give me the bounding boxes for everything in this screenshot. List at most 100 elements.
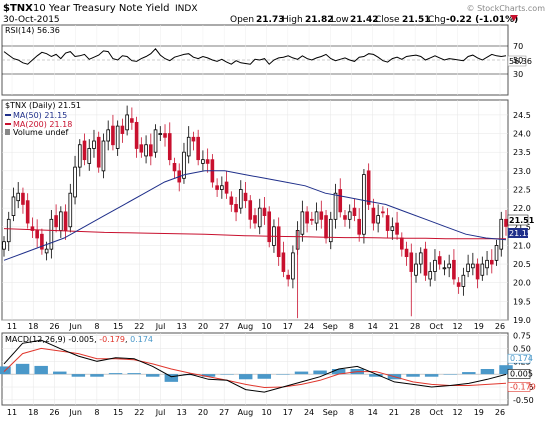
macd-histogram-bar <box>127 373 141 375</box>
volume-legend: Volume undef <box>13 128 68 137</box>
candle-body <box>499 218 504 250</box>
candle-body <box>243 192 248 202</box>
candle-body <box>385 215 390 231</box>
candle-body <box>418 252 423 265</box>
candle-body <box>253 215 257 224</box>
candle-body <box>442 267 447 270</box>
x-tick-label-bottom: Sep <box>323 408 338 417</box>
candle-body <box>395 222 399 235</box>
candle-body <box>25 200 30 224</box>
exchange-label: INDX <box>175 4 197 14</box>
candle-body <box>106 129 110 142</box>
candle-body <box>480 263 485 276</box>
candle-body <box>96 136 101 168</box>
volume-icon <box>5 129 10 135</box>
candle-body <box>452 259 456 280</box>
macd-legend-macd: -0.005 <box>68 335 94 344</box>
candle-body <box>229 196 234 205</box>
down-arrow-icon <box>510 15 518 21</box>
macd-histogram-bar <box>15 363 30 375</box>
candle-body <box>54 215 58 228</box>
x-tick-label-top: 13 <box>177 322 187 331</box>
x-tick-label-top: Oct <box>429 322 443 331</box>
macd-legend-prefix: MACD(12,26,9) <box>5 335 66 344</box>
ma200-line <box>3 228 506 240</box>
rsi-line <box>3 48 507 65</box>
x-tick-label-top: 20 <box>198 322 208 331</box>
low-value: 21.42 <box>350 15 378 25</box>
x-tick-label-top: 14 <box>368 322 378 331</box>
x-tick-label-bottom: 15 <box>113 408 123 417</box>
candle-body <box>224 181 229 194</box>
candle-body <box>220 185 224 190</box>
x-tick-label-bottom: 8 <box>94 408 99 417</box>
x-tick-label-bottom: Aug <box>238 408 254 417</box>
candle-body <box>328 218 333 243</box>
macd-histogram-bar <box>183 374 197 376</box>
macd-histogram-bar <box>424 374 439 377</box>
ma-price-tag <box>508 228 528 238</box>
high-label: High <box>282 15 303 25</box>
price-panel: $TNX (Daily) 21.51 MA(50) 21.15 MA(200) … <box>1 99 535 325</box>
candle-body <box>281 252 286 272</box>
candle-body <box>59 211 63 231</box>
macd-histogram-bar <box>238 374 253 380</box>
candle-body <box>494 245 499 261</box>
macd-tick-label: 0.50 <box>513 344 531 353</box>
macd-panel-frame <box>1 332 509 406</box>
macd-histogram-bar <box>53 371 67 375</box>
macd-histogram-bar <box>294 371 309 375</box>
x-tick-label-bottom: 24 <box>304 408 314 417</box>
x-tick-label-bottom: 18 <box>28 408 38 417</box>
x-tick-label-top: 17 <box>283 322 293 331</box>
macd-histogram-bar <box>90 374 104 377</box>
candle-body <box>347 211 352 220</box>
macd-value-tag-label: -0.179 <box>510 382 536 391</box>
macd-legend-signal: -0.179 <box>99 335 125 344</box>
candle-body <box>433 259 437 272</box>
macd-histogram-bar <box>71 374 86 377</box>
candle-body <box>286 274 290 280</box>
candle-body <box>125 114 129 131</box>
candle-body <box>267 211 272 243</box>
candle-body <box>276 226 281 258</box>
x-tick-label-bottom: 22 <box>134 408 144 417</box>
candle-body <box>414 263 418 276</box>
candle-body <box>205 159 210 164</box>
candle-body <box>191 136 196 142</box>
candle-body <box>77 144 82 168</box>
x-tick-label-bottom: 14 <box>368 408 378 417</box>
candle-body <box>149 144 153 157</box>
candle-body <box>2 241 6 250</box>
candle-body <box>215 185 219 190</box>
x-tick-label-bottom: 20 <box>198 408 208 417</box>
price-tick-label: 23.5 <box>513 148 531 157</box>
candle-body <box>82 140 87 161</box>
candle-body <box>461 274 466 287</box>
rsi-value-tag-label: 56.36 <box>509 57 532 66</box>
x-tick-label-top: 11 <box>7 322 17 331</box>
x-tick-label-bottom: 12 <box>452 408 462 417</box>
macd-value-tag <box>507 382 531 392</box>
close-price-tag <box>507 214 529 226</box>
candle-body <box>6 218 11 243</box>
macd-tick-label: -0.50 <box>513 396 534 405</box>
candle-body <box>333 192 338 220</box>
candle-body <box>390 226 395 231</box>
candle-body <box>158 133 163 135</box>
rsi-tick-label: 30 <box>513 70 523 79</box>
macd-histogram-bar <box>146 374 160 377</box>
macd-histogram-bar <box>369 374 383 377</box>
close-value: 21.51 <box>402 15 430 25</box>
candle-body <box>63 211 68 231</box>
macd-histogram-bar <box>443 374 457 375</box>
price-tick-label: 22.0 <box>513 204 531 213</box>
candle-body <box>49 218 54 250</box>
instrument-name: 10 Year Treasury Note Yield <box>33 3 169 14</box>
x-tick-label-bottom: 13 <box>177 408 187 417</box>
macd-value-tag <box>507 369 531 379</box>
x-tick-label-top: 28 <box>410 322 420 331</box>
x-tick-label-top: 8 <box>349 322 354 331</box>
rsi-tick-label: 70 <box>513 42 523 51</box>
candle-body <box>404 248 409 258</box>
